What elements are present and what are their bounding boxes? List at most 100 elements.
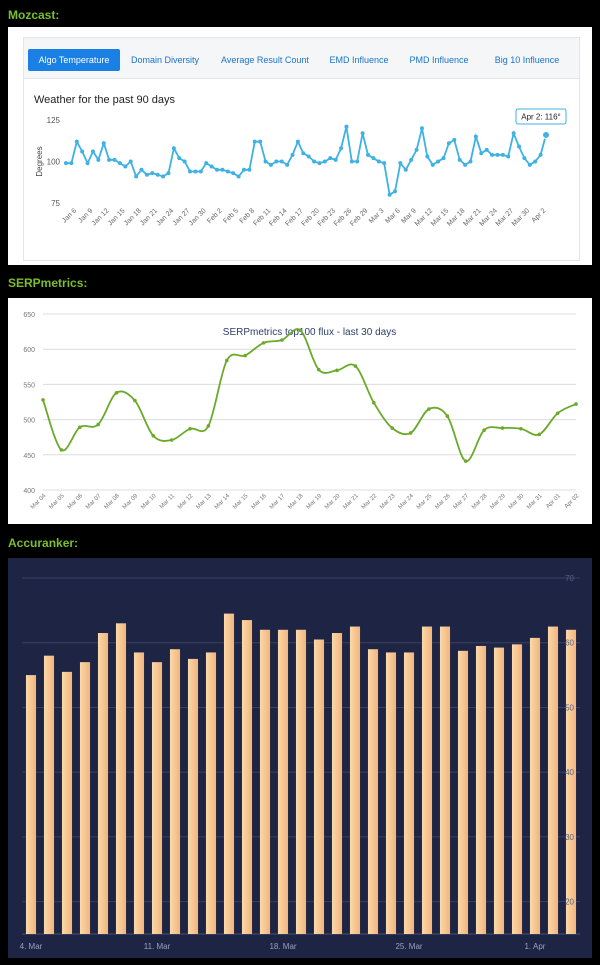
x-tick-label: Mar 3 [368, 207, 386, 225]
data-point [390, 426, 395, 430]
data-point [403, 167, 408, 172]
y-tick-label: 40 [565, 768, 574, 777]
bar [223, 613, 235, 934]
y-tick-label: 60 [565, 639, 574, 648]
data-point [261, 341, 266, 345]
bar [259, 629, 271, 934]
data-point [538, 152, 543, 157]
y-tick-label: 600 [23, 347, 35, 354]
data-point [495, 152, 500, 157]
x-tick-label: Mar 11 [159, 493, 177, 511]
data-point [349, 159, 354, 164]
data-point [409, 157, 414, 162]
data-point [225, 169, 230, 174]
data-point [206, 424, 211, 428]
data-point [252, 139, 257, 144]
data-point [555, 411, 560, 416]
data-point [328, 156, 333, 161]
data-point [360, 131, 365, 136]
x-tick-label: Apr 01 [545, 493, 562, 510]
data-point [533, 159, 538, 164]
y-tick-label: 650 [23, 312, 35, 319]
data-point [468, 159, 473, 164]
data-point [247, 167, 252, 172]
data-point [387, 192, 392, 197]
data-point [382, 161, 387, 166]
data-point [479, 151, 484, 156]
data-point [41, 398, 45, 402]
data-point [241, 167, 246, 172]
x-tick-label: Mar 06 [67, 493, 85, 511]
data-point [182, 159, 187, 164]
data-point [316, 367, 321, 372]
x-tick-label: Mar 09 [122, 493, 140, 511]
tab-pmd-influence[interactable]: PMD Influence [409, 55, 469, 65]
data-point [268, 162, 273, 167]
x-tick-label: Mar 12 [177, 493, 195, 511]
x-tick-label: Mar 15 [232, 493, 250, 511]
data-point [280, 338, 284, 342]
data-point [123, 164, 128, 169]
tab-emd-influence[interactable]: EMD Influence [329, 55, 389, 65]
bar [295, 629, 307, 934]
data-point [177, 156, 182, 161]
data-point [427, 407, 431, 411]
data-point [188, 169, 193, 174]
mozcast-chart-title: Weather for the past 90 days [34, 94, 176, 106]
data-point [204, 161, 209, 166]
bar [151, 662, 163, 934]
data-point [85, 161, 90, 166]
data-point [376, 159, 381, 164]
data-point [441, 156, 446, 161]
tab-algo-temperature[interactable]: Algo Temperature [28, 49, 120, 71]
x-tick-label: Mar 04 [30, 493, 48, 511]
bar [457, 650, 469, 934]
y-tick-label: 50 [565, 703, 574, 712]
bar [79, 662, 91, 934]
data-point [114, 391, 119, 395]
mozcast-heading: Mozcast: [8, 8, 60, 22]
bar [439, 626, 451, 934]
y-tick-label: 450 [23, 453, 35, 460]
data-point [463, 162, 468, 167]
x-tick-label: 1. Apr [525, 942, 546, 951]
serpmetrics-chart: 400 450 500 550 600 650 SERPmetrics top100 flu… [23, 312, 581, 511]
tab-big10-influence[interactable]: Big 10 Influence [494, 55, 560, 65]
data-point [107, 157, 112, 162]
mozcast-card: Algo Temperature Domain Diversity Averag… [23, 37, 580, 261]
bar [529, 637, 541, 934]
mozcast-tab-bar: Algo Temperature Domain Diversity Averag… [24, 38, 579, 79]
y-tick-label: 550 [23, 382, 35, 389]
data-point [500, 152, 505, 157]
tooltip-box [515, 108, 567, 125]
x-tick-label: Mar 30 [508, 493, 526, 511]
data-point [430, 162, 435, 167]
data-point [419, 126, 424, 131]
x-tick-label: Mar 23 [379, 493, 397, 511]
data-point [169, 438, 174, 442]
data-point [117, 161, 122, 166]
data-point [139, 167, 144, 172]
data-point [209, 164, 214, 169]
bar [493, 647, 505, 934]
x-tick-label: Mar 22 [361, 493, 379, 511]
data-point [133, 398, 137, 403]
data-point [537, 432, 542, 437]
data-point [392, 189, 397, 194]
data-point [490, 152, 495, 157]
tab-domain-diversity[interactable]: Domain Diversity [130, 55, 199, 65]
x-tick-label: Apr 2 [531, 207, 548, 224]
x-tick-label: Mar 19 [306, 493, 324, 511]
tab-average-result-count[interactable]: Average Result Count [221, 55, 309, 65]
data-point [542, 130, 550, 139]
x-tick-label: Mar 24 [398, 493, 416, 511]
x-tick-label: 25. Mar [395, 942, 422, 951]
y-tick-label: 75 [51, 199, 60, 208]
x-tick-label: Mar 26 [434, 493, 452, 511]
bar [547, 626, 559, 934]
data-point [301, 151, 306, 156]
data-point [517, 144, 522, 149]
data-point [522, 156, 527, 161]
bar [25, 675, 37, 934]
bar [565, 629, 577, 934]
